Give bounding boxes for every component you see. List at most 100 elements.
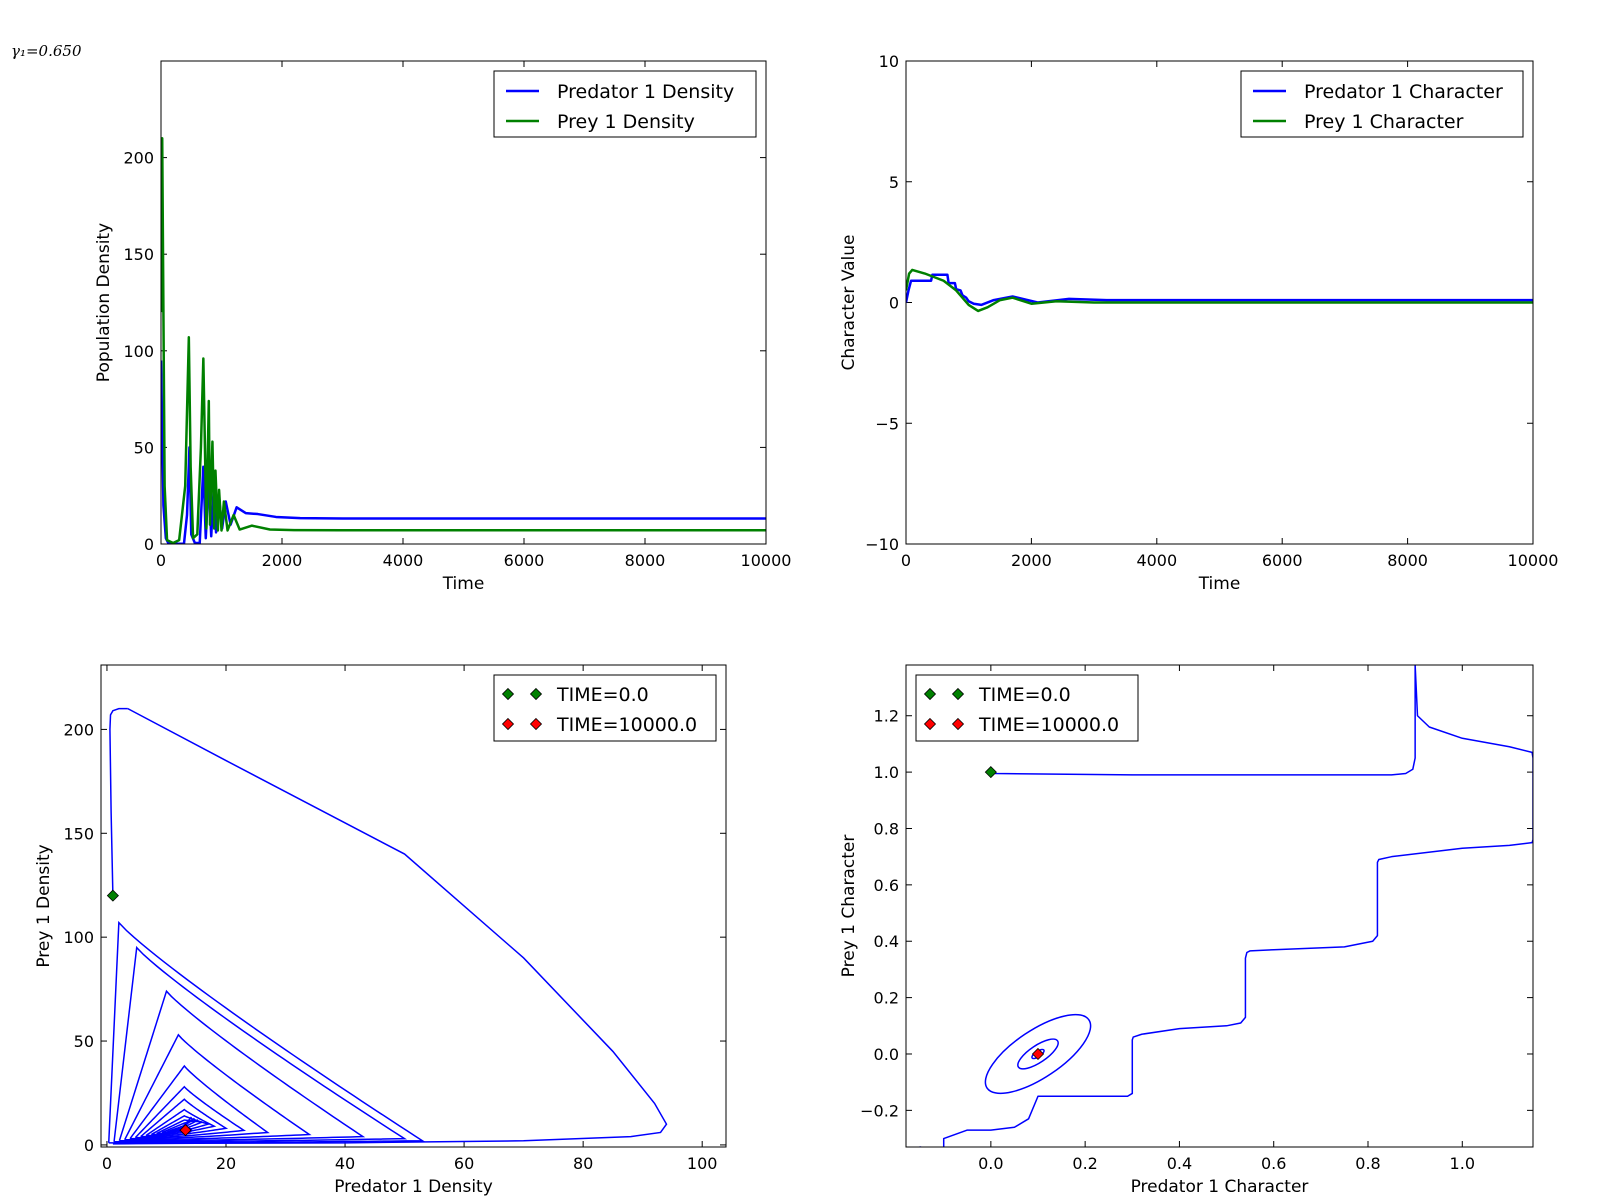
trajectory-loop — [145, 1108, 217, 1137]
legend-marker — [951, 717, 965, 731]
y-tick-label: −0.2 — [860, 1101, 899, 1120]
y-tick-label: 1.0 — [874, 763, 899, 782]
legend — [493, 70, 757, 138]
y-tick-label: 0.2 — [874, 989, 899, 1008]
x-tick-label: 10000 — [1508, 551, 1559, 570]
x-tick-label: 6000 — [1262, 551, 1303, 570]
legend-entry: Predator 1 Density — [557, 81, 734, 103]
trajectory-loop — [124, 1033, 312, 1141]
y-tick-label: 50 — [74, 1032, 94, 1051]
trajectory-loop — [107, 920, 425, 1144]
x-tick-label: 20 — [216, 1154, 236, 1173]
x-tick-label: 1.0 — [1450, 1154, 1475, 1173]
legend-entry: TIME=0.0 — [978, 684, 1071, 706]
x-axis-label: Predator 1 Character — [1131, 1177, 1309, 1197]
x-axis-label: Time — [442, 574, 485, 594]
x-axis-label: Predator 1 Density — [334, 1177, 493, 1197]
y-tick-label: 50 — [134, 438, 154, 457]
start-marker — [106, 889, 119, 902]
x-tick-label: 80 — [573, 1154, 593, 1173]
plot-area — [906, 268, 1533, 313]
trajectory-loop — [113, 945, 408, 1143]
chart-2: 0 2000 4000 6000 8000 10000 −10 −5 0 5 10 Time Chara… — [839, 52, 1558, 594]
legend-entry: TIME=0.0 — [556, 684, 649, 706]
y-tick-label: 200 — [63, 720, 94, 739]
chart-1: 0 2000 4000 6000 8000 10000 0 50 100 150 200 Time Po… — [94, 60, 792, 594]
end-marker — [179, 1124, 192, 1137]
axes-frame — [905, 60, 1534, 545]
y-tick-label: 0 — [84, 1136, 94, 1155]
plot-area — [918, 665, 1533, 1147]
x-tick-label: 4000 — [1136, 551, 1177, 570]
y-axis-label: Population Density — [94, 223, 114, 382]
x-tick-label: 0.6 — [1261, 1154, 1286, 1173]
chart-3: 0 20 40 60 80 100 0 50 100 150 200 Predator 1 Densi… — [34, 664, 727, 1197]
trajectory-loop — [134, 1085, 247, 1139]
x-tick-label: 8000 — [1387, 551, 1428, 570]
legend-marker — [529, 687, 543, 701]
y-tick-label: 100 — [123, 342, 154, 361]
y-tick-label: 5 — [889, 173, 899, 192]
x-axis-label: Time — [1198, 574, 1241, 594]
legend-entry: Prey 1 Density — [557, 111, 695, 133]
legend-marker — [923, 687, 937, 701]
x-tick-label: 2000 — [1011, 551, 1052, 570]
x-tick-label: 2000 — [262, 551, 303, 570]
axes-frame — [905, 664, 1534, 1148]
y-tick-label: 100 — [63, 928, 94, 947]
x-tick-label: 0 — [156, 551, 166, 570]
y-axis-label: Prey 1 Density — [34, 844, 54, 967]
x-tick-label: 0 — [901, 551, 911, 570]
y-axis-label: Character Value — [839, 234, 859, 370]
start-marker — [984, 766, 997, 779]
y-tick-label: −10 — [865, 535, 899, 554]
x-tick-label: 8000 — [625, 551, 666, 570]
x-tick-label: 0.4 — [1167, 1154, 1192, 1173]
end-marker — [1031, 1047, 1045, 1061]
chart-4: 0.0 0.2 0.4 0.6 0.8 1.0 −0.2 0.0 0.2 0.4 0.6 0.8 1.0… — [839, 664, 1534, 1197]
trajectory-loop — [118, 989, 366, 1142]
y-tick-label: 10 — [879, 52, 899, 71]
x-tick-label: 4000 — [383, 551, 424, 570]
x-tick-label: 40 — [335, 1154, 355, 1173]
x-tick-label: 10000 — [741, 551, 792, 570]
legend — [1240, 70, 1524, 138]
y-tick-label: 0.4 — [874, 932, 899, 951]
y-tick-label: −5 — [875, 414, 899, 433]
y-tick-label: 0 — [889, 294, 899, 313]
plot-area — [161, 137, 766, 544]
series-line-2 — [161, 137, 766, 544]
legend-marker — [501, 687, 515, 701]
trajectory-loop — [140, 1098, 229, 1138]
series-line-2 — [906, 268, 1533, 313]
x-tick-label: 0 — [102, 1154, 112, 1173]
y-tick-label: 200 — [123, 149, 154, 168]
legend-entry: Predator 1 Character — [1304, 81, 1503, 103]
legend-entry: TIME=10000.0 — [978, 714, 1119, 736]
x-tick-label: 60 — [454, 1154, 474, 1173]
x-tick-label: 0.8 — [1355, 1154, 1380, 1173]
trajectory-initial — [109, 707, 128, 896]
legend-marker — [923, 717, 937, 731]
trajectory-loop — [129, 1064, 270, 1140]
x-tick-label: 0.2 — [1072, 1154, 1097, 1173]
legend-marker — [951, 687, 965, 701]
y-tick-label: 0.6 — [874, 876, 899, 895]
x-tick-label: 100 — [687, 1154, 718, 1173]
trajectory — [918, 665, 1533, 1147]
plot-area — [107, 707, 668, 1145]
trajectory-spiral — [984, 1013, 1092, 1095]
y-tick-label: 150 — [123, 245, 154, 264]
y-tick-label: 150 — [63, 824, 94, 843]
y-tick-label: 0.0 — [874, 1045, 899, 1064]
x-tick-label: 6000 — [504, 551, 545, 570]
legend-marker — [529, 717, 543, 731]
axes-frame — [160, 60, 767, 545]
legend — [493, 674, 717, 742]
x-tick-label: 0.0 — [978, 1154, 1003, 1173]
trajectory-spiral — [1017, 1038, 1059, 1070]
legend-marker — [501, 717, 515, 731]
gamma-annotation: γ₁=0.650 — [11, 42, 82, 60]
legend — [915, 674, 1139, 742]
